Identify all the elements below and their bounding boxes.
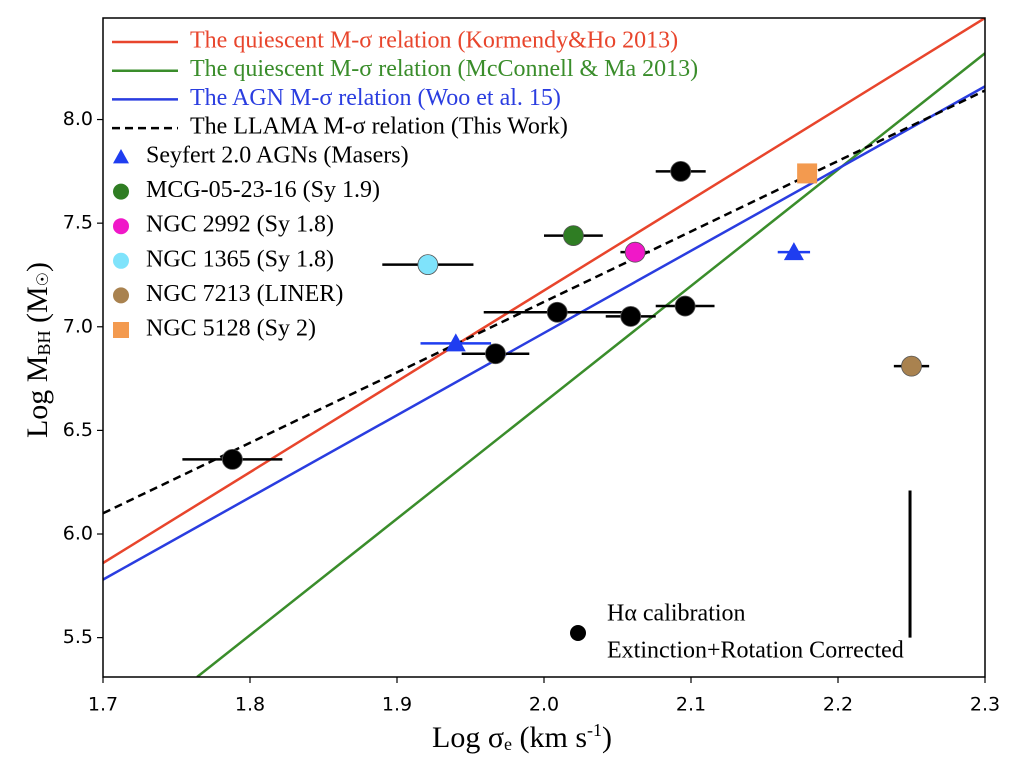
marker <box>113 252 129 269</box>
x-label-sup: -1 <box>587 720 602 740</box>
marker <box>485 343 506 365</box>
y-tick-label: 6.5 <box>63 419 93 441</box>
y-tick-label: 7.0 <box>63 315 93 337</box>
y-label-part: (M <box>21 286 54 330</box>
marker <box>113 149 129 164</box>
x-label-part: ) <box>602 721 612 754</box>
marker <box>113 287 129 304</box>
marker <box>570 625 586 641</box>
legend-label: The quiescent M-σ relation (McConnell & … <box>190 56 698 82</box>
x-tick-label: 2.3 <box>970 694 1000 716</box>
legend-label: The LLAMA M-σ relation (This Work) <box>190 114 568 140</box>
y-label-part: Log M <box>21 356 54 439</box>
plot-area <box>103 18 985 677</box>
legend-label: NGC 2992 (Sy 1.8) <box>146 212 334 238</box>
marker <box>624 241 646 263</box>
legend-label: NGC 7213 (LINER) <box>146 281 343 307</box>
annotation-label: Hα calibration <box>607 601 746 627</box>
marker <box>620 306 642 327</box>
relation-line <box>196 52 985 677</box>
marker <box>445 333 466 352</box>
y-label-part: ) <box>21 262 54 272</box>
x-tick-label: 1.7 <box>88 694 118 716</box>
marker <box>783 242 804 261</box>
marker <box>563 225 584 246</box>
y-label-sub: ☉ <box>35 272 52 286</box>
y-label-sub: BH <box>34 331 54 356</box>
relation-line <box>103 85 985 581</box>
legend-label: Seyfert 2.0 AGNs (Masers) <box>146 143 409 169</box>
marker <box>417 254 439 276</box>
y-tick-label: 8.0 <box>63 108 93 130</box>
x-tick-label: 1.9 <box>382 694 412 716</box>
relation-line <box>103 18 985 565</box>
x-tick-label: 1.8 <box>235 694 265 716</box>
marker <box>901 355 922 377</box>
legend-label: NGC 5128 (Sy 2) <box>146 316 316 342</box>
x-label-part: (km s <box>512 721 587 754</box>
marker <box>546 301 568 323</box>
legend-label: The AGN M-σ relation (Woo et al. 15) <box>190 85 561 111</box>
annotation-note: Extinction+Rotation Corrected <box>607 638 904 664</box>
x-tick-label: 2.2 <box>823 694 853 716</box>
relation-line <box>103 89 985 515</box>
marker <box>797 163 818 184</box>
y-tick-label: 5.5 <box>63 626 93 648</box>
marker <box>221 449 243 470</box>
y-axis-label: Log MBH (M☉) <box>21 262 54 438</box>
marker <box>113 322 129 338</box>
y-tick-label: 6.0 <box>63 523 93 545</box>
x-tick-label: 2.1 <box>676 694 706 716</box>
marker <box>113 183 129 200</box>
legend-label: MCG-05-23-16 (Sy 1.9) <box>146 177 380 203</box>
marker <box>113 218 129 235</box>
x-tick-label: 2.0 <box>529 694 559 716</box>
legend-label: The quiescent M-σ relation (Kormendy&Ho … <box>190 28 678 54</box>
legend-label: NGC 1365 (Sy 1.8) <box>146 246 334 272</box>
x-axis-label: Log σe (km s-1) <box>432 720 612 754</box>
x-label-sub: e <box>504 734 512 754</box>
marker <box>674 295 696 317</box>
marker <box>670 160 692 182</box>
y-tick-label: 7.5 <box>63 212 93 234</box>
x-label-part: Log σ <box>432 721 504 754</box>
